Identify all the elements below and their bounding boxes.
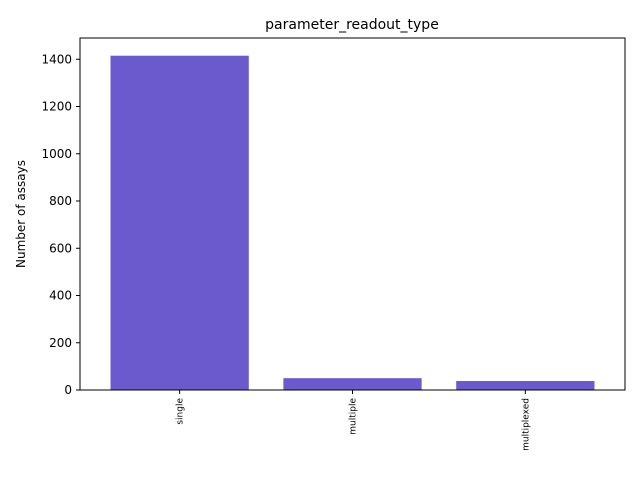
- y-tick-label: 400: [49, 289, 72, 303]
- y-tick-label: 600: [49, 241, 72, 255]
- x-axis: single multiple multiplexed: [176, 390, 531, 451]
- y-tick-label: 0: [64, 383, 72, 397]
- bar-multiple: [283, 378, 422, 390]
- y-axis: 0 200 400 600 800 1000 1200 1400: [41, 52, 80, 397]
- y-tick-label: 1400: [41, 52, 72, 66]
- x-tick-label-multiplexed: multiplexed: [521, 398, 531, 451]
- bar-single: [110, 55, 249, 391]
- chart-title: parameter_readout_type: [265, 17, 439, 33]
- bars-group: [110, 55, 595, 391]
- y-tick-label: 800: [49, 194, 72, 208]
- plot-frame: [79, 37, 626, 391]
- x-tick-label-multiple: multiple: [349, 398, 359, 435]
- y-tick-label: 1000: [41, 147, 72, 161]
- y-tick-label: 1200: [41, 100, 72, 114]
- y-tick-label: 200: [49, 336, 72, 350]
- x-tick-label-single: single: [176, 398, 186, 425]
- bar-multiplexed: [456, 381, 595, 390]
- y-axis-label: Number of assays: [14, 160, 28, 268]
